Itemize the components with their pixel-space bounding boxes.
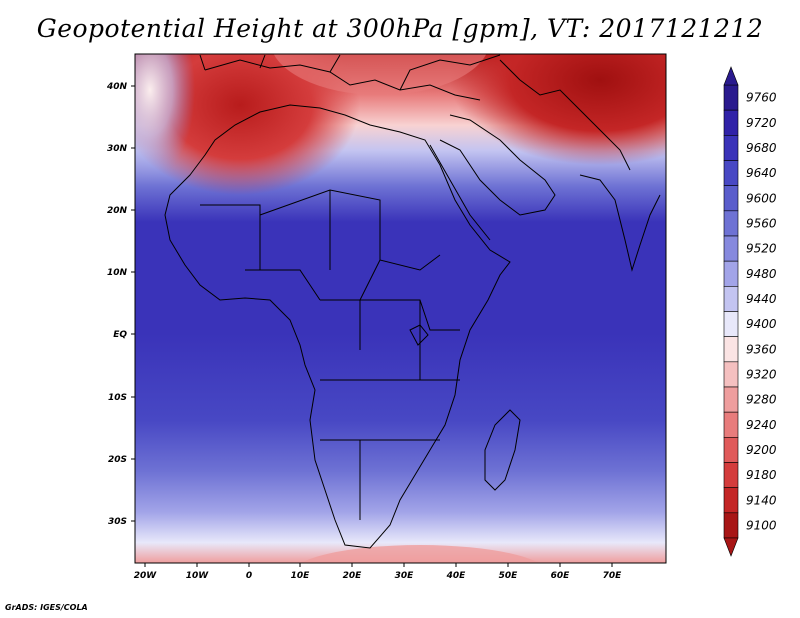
lat-axis: 40N 30N 20N 10N EQ 10S 20S 30S <box>106 82 135 527</box>
colorbar-label: 9520 <box>746 242 777 256</box>
colorbar-label: 9240 <box>746 418 777 432</box>
lon-label: 20E <box>343 571 363 581</box>
colorbar-swatch <box>723 311 739 337</box>
colorbar-label: 9760 <box>746 91 777 105</box>
lat-label: 30N <box>107 144 128 154</box>
colorbar-swatch <box>723 386 739 413</box>
coastlines <box>164 54 661 549</box>
colorbar-label: 9180 <box>746 468 777 482</box>
colorbar-label: 9200 <box>746 443 777 457</box>
madagascar <box>484 409 521 491</box>
india-coast <box>579 174 661 272</box>
lon-label: 0 <box>246 571 252 581</box>
lat-label: 30S <box>108 517 127 527</box>
lake-victoria <box>409 324 429 346</box>
lat-label: 20S <box>108 455 127 465</box>
europe-coast <box>199 54 501 91</box>
colorbar-min-arrow <box>723 537 739 557</box>
colorbar-swatch <box>723 512 739 539</box>
credit-text: GrADS: IGES/COLA <box>5 603 88 612</box>
lat-label: EQ <box>113 330 127 340</box>
map-frame <box>134 53 667 564</box>
lon-label: 60E <box>551 571 571 581</box>
colorbar-swatch <box>723 210 739 237</box>
colorbar-label: 9480 <box>746 267 777 281</box>
colorbar-label: 9600 <box>746 191 777 205</box>
colorbar: 9760 9720 9680 9640 9600 9560 9520 9480 9440 9400… <box>723 66 777 557</box>
caspian-persian-coast <box>499 59 631 171</box>
lon-label: 50E <box>499 571 519 581</box>
colorbar-swatch <box>723 235 739 262</box>
colorbar-label: 9140 <box>746 493 777 507</box>
colorbar-swatch <box>723 160 739 186</box>
lon-label: 70E <box>603 571 623 581</box>
colorbar-swatch <box>723 260 739 287</box>
colorbar-label: 9440 <box>746 292 777 306</box>
colorbar-max-arrow <box>723 66 739 86</box>
lon-label: 10W <box>186 571 210 581</box>
colorbar-label: 9640 <box>746 166 777 180</box>
colorbar-swatch <box>723 437 739 463</box>
colorbar-swatch <box>723 462 739 488</box>
colorbar-swatch <box>723 336 739 363</box>
africa-coast <box>164 104 511 549</box>
lat-label: 20N <box>107 206 128 216</box>
colorbar-label: 9720 <box>746 116 777 130</box>
lon-label: 30E <box>395 571 415 581</box>
colorbar-swatch <box>723 185 739 212</box>
map-title: Geopotential Height at 300hPa [gpm], VT:… <box>36 14 764 43</box>
colorbar-label: 9680 <box>746 141 777 155</box>
lat-label: 10N <box>107 268 128 278</box>
colorbar-label: 9320 <box>746 367 777 381</box>
colorbar-swatch <box>723 487 739 514</box>
lat-label: 40N <box>106 82 128 92</box>
country-borders <box>200 189 460 520</box>
colorbar-swatch <box>723 135 739 161</box>
lon-axis: 20W 10W 0 10E 20E 30E 40E 50E 60E 70E <box>134 563 622 581</box>
lon-label: 40E <box>446 571 467 581</box>
colorbar-label: 9360 <box>746 342 777 356</box>
arabia-coast <box>439 114 556 216</box>
colorbar-label: 9100 <box>746 518 777 532</box>
colorbar-swatch <box>723 361 739 388</box>
red-sea <box>429 144 491 241</box>
lat-label: 10S <box>108 393 127 403</box>
height-field <box>135 54 666 563</box>
colorbar-label: 9400 <box>746 317 777 331</box>
colorbar-label: 9560 <box>746 216 777 230</box>
colorbar-swatch <box>723 84 739 111</box>
colorbar-label: 9280 <box>746 393 777 407</box>
colorbar-swatch <box>723 109 739 136</box>
colorbar-swatch <box>723 286 739 312</box>
colorbar-swatch <box>723 411 739 438</box>
lon-label: 10E <box>291 571 311 581</box>
mediterranean-coast <box>204 59 481 101</box>
lon-label: 20W <box>134 571 158 581</box>
